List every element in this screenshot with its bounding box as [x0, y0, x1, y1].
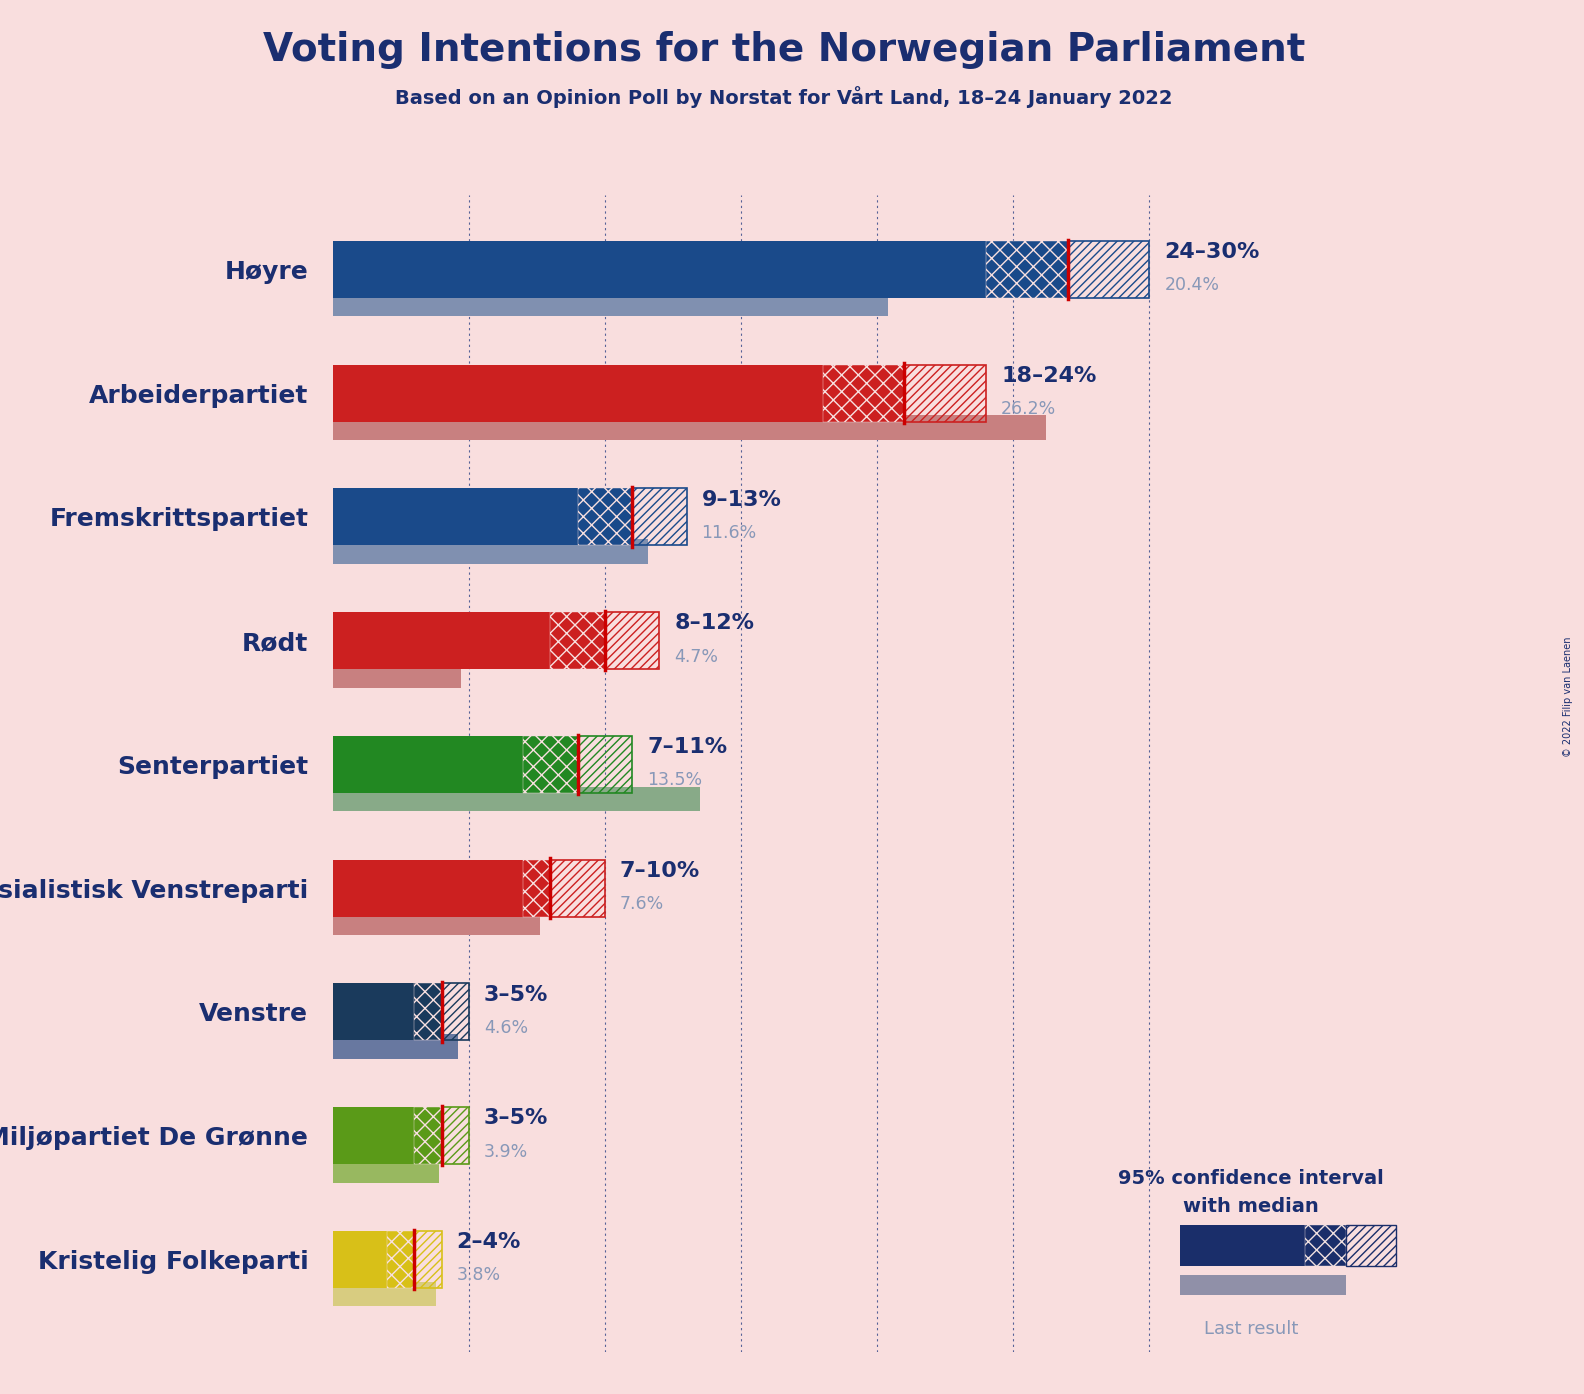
- Text: 7.6%: 7.6%: [619, 895, 664, 913]
- Text: © 2022 Filip van Laenen: © 2022 Filip van Laenen: [1563, 637, 1573, 757]
- Text: 3.8%: 3.8%: [456, 1267, 501, 1284]
- Bar: [333, 488, 578, 545]
- Bar: [1305, 1225, 1346, 1266]
- Bar: [822, 365, 904, 421]
- Text: 18–24%: 18–24%: [1001, 365, 1096, 386]
- Text: Voting Intentions for the Norwegian Parliament: Voting Intentions for the Norwegian Parl…: [263, 31, 1305, 68]
- Text: 3.9%: 3.9%: [483, 1143, 527, 1161]
- Text: 3–5%: 3–5%: [483, 1108, 548, 1128]
- Bar: [415, 1107, 442, 1164]
- Text: 13.5%: 13.5%: [648, 771, 702, 789]
- Bar: [551, 860, 605, 917]
- Bar: [523, 860, 551, 917]
- Text: Based on an Opinion Poll by Norstat for Vårt Land, 18–24 January 2022: Based on an Opinion Poll by Norstat for …: [396, 86, 1172, 109]
- Text: 24–30%: 24–30%: [1164, 243, 1259, 262]
- Bar: [985, 241, 1068, 298]
- Bar: [1068, 241, 1150, 298]
- Bar: [1180, 1225, 1305, 1266]
- Text: Last result: Last result: [1204, 1320, 1299, 1338]
- Text: 26.2%: 26.2%: [1001, 400, 1057, 418]
- Text: 7–11%: 7–11%: [648, 737, 727, 757]
- Bar: [605, 612, 659, 669]
- Text: 7–10%: 7–10%: [619, 861, 700, 881]
- Bar: [523, 736, 578, 793]
- Bar: [578, 736, 632, 793]
- Bar: [333, 539, 648, 565]
- Text: 3–5%: 3–5%: [483, 984, 548, 1005]
- Bar: [333, 241, 985, 298]
- Text: 4.7%: 4.7%: [675, 648, 718, 666]
- Bar: [333, 736, 523, 793]
- Bar: [551, 612, 605, 669]
- Text: 20.4%: 20.4%: [1164, 276, 1220, 294]
- Bar: [333, 415, 1045, 441]
- Text: 4.6%: 4.6%: [483, 1019, 527, 1037]
- Bar: [333, 983, 415, 1040]
- Bar: [1180, 1276, 1346, 1295]
- Bar: [333, 860, 523, 917]
- Text: 11.6%: 11.6%: [702, 524, 757, 542]
- Bar: [333, 910, 540, 935]
- Bar: [386, 1231, 415, 1288]
- Text: with median: with median: [1183, 1196, 1319, 1216]
- Bar: [333, 1281, 436, 1306]
- Bar: [333, 612, 551, 669]
- Bar: [578, 488, 632, 545]
- Text: 2–4%: 2–4%: [456, 1232, 521, 1252]
- Bar: [442, 1107, 469, 1164]
- Bar: [333, 365, 822, 421]
- Bar: [442, 983, 469, 1040]
- Bar: [904, 365, 985, 421]
- Bar: [333, 1231, 386, 1288]
- Bar: [415, 983, 442, 1040]
- Bar: [333, 664, 461, 687]
- Bar: [333, 786, 700, 811]
- Bar: [415, 1231, 442, 1288]
- Bar: [1346, 1225, 1397, 1266]
- Text: 9–13%: 9–13%: [702, 489, 781, 510]
- Bar: [333, 1107, 415, 1164]
- Text: 8–12%: 8–12%: [675, 613, 754, 633]
- Bar: [333, 291, 889, 316]
- Bar: [632, 488, 686, 545]
- Text: 95% confidence interval: 95% confidence interval: [1118, 1168, 1384, 1188]
- Bar: [333, 1158, 439, 1182]
- Bar: [333, 1034, 458, 1059]
